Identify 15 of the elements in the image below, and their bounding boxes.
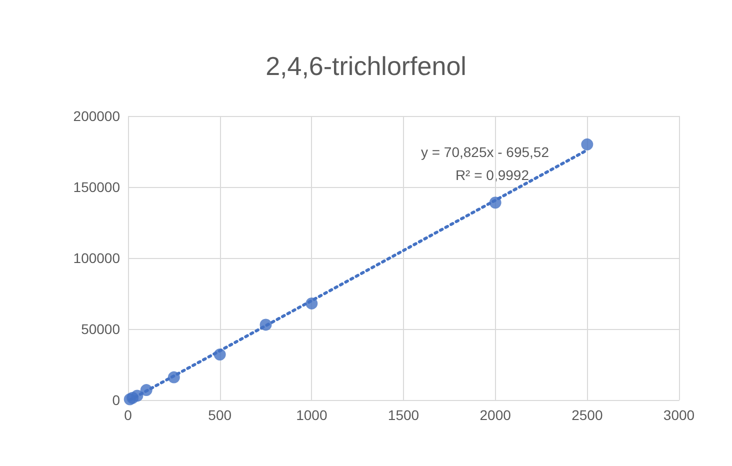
annotation: y = 70,825x - 695,52 (420, 144, 550, 160)
annotation: R² = 0,9992 (455, 167, 530, 183)
chart-title: 2,4,6-trichlorfenol (266, 51, 466, 81)
y-tick-label: 200000 (73, 108, 120, 124)
x-tick-label: 1000 (296, 407, 328, 423)
x-tick-label: 0 (124, 407, 132, 423)
y-tick-label: 50000 (81, 321, 120, 337)
y-tick-label: 150000 (73, 179, 120, 195)
x-tick-label: 3000 (663, 407, 695, 423)
x-tick-label: 2500 (572, 407, 603, 423)
x-tick-label: 2000 (480, 407, 512, 423)
y-tick-label: 0 (112, 392, 120, 408)
x-tick-label: 1500 (388, 407, 420, 423)
x-tick-label: 500 (208, 407, 232, 423)
y-tick-label: 100000 (73, 250, 120, 266)
